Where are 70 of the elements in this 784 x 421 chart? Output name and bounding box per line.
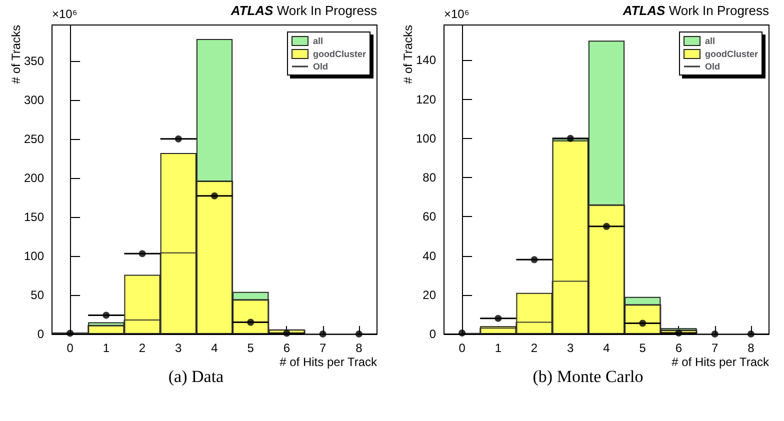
x-axis-title: # of Hits per Track [672,355,770,369]
y-tick-label: 0 [429,327,436,341]
y-tick-label: 80 [422,170,436,185]
x-tick-label: 0 [66,341,74,355]
legend-label: goodCluster [313,49,366,59]
y-tick-label: 100 [416,131,436,146]
point [211,192,218,200]
x-tick-label: 1 [494,341,502,355]
x-tick-label: 6 [675,341,682,355]
x-tick-label: 4 [603,341,610,355]
text: ×10⁶ [52,7,78,21]
text: ATLAS [230,3,274,18]
y-tick-label: 60 [422,210,436,224]
y-tick-label: 200 [24,170,44,185]
point [174,135,182,142]
point [530,256,538,264]
text: ATLAS [622,3,666,18]
point [675,330,682,337]
x-tick-label: 5 [247,341,254,355]
y-tick-label: 40 [422,248,436,263]
legend-label: all [705,36,716,46]
y-tick-label: 50 [30,288,44,302]
y-tick-label: 150 [24,210,44,224]
text: Work In Progress [665,3,770,18]
x-tick-label: 0 [458,341,466,355]
point [639,320,646,327]
point [711,330,718,338]
text: Work In Progress [273,3,378,18]
x-tick-label: 7 [319,341,326,355]
x-tick-label: 3 [567,341,574,355]
point [319,330,326,338]
point [494,314,502,322]
x-tick-label: 6 [283,341,290,355]
text: ×10⁶ [444,7,470,21]
point [603,222,610,230]
x-tick-label: 8 [356,341,363,355]
y-axis-title: # of Tracks [9,25,23,84]
text: (a) Data [168,367,224,386]
y-tick-label: 100 [24,248,44,263]
point [102,312,110,319]
y-tick-label: 0 [37,327,44,341]
legend-label: Old [705,62,720,72]
x-tick-label: 7 [711,341,718,355]
y-axis-title: # of Tracks [401,25,415,84]
point [458,330,466,337]
point [747,330,754,338]
point [566,134,574,142]
point [355,330,362,338]
legend-label: Old [313,62,328,72]
text: (b) Monte Carlo [532,367,644,386]
point [247,318,254,326]
x-tick-label: 4 [211,341,218,355]
x-tick-label: 2 [138,341,146,355]
x-tick-label: 8 [748,341,755,355]
x-axis-title: # of Hits per Track [280,355,378,369]
point [283,330,290,337]
x-tick-label: 2 [530,341,538,355]
x-tick-label: 5 [639,341,646,355]
y-tick-label: 20 [422,288,436,302]
y-tick-label: 140 [416,53,436,68]
x-tick-label: 1 [102,341,110,355]
y-tick-label: 250 [24,132,44,146]
y-tick-label: 120 [416,92,436,106]
legend-label: all [313,36,324,46]
point [66,330,74,337]
x-tick-label: 3 [175,341,182,355]
point [138,250,146,258]
y-tick-label: 300 [24,92,44,107]
legend-label: goodCluster [705,49,758,59]
y-tick-label: 350 [24,54,44,68]
